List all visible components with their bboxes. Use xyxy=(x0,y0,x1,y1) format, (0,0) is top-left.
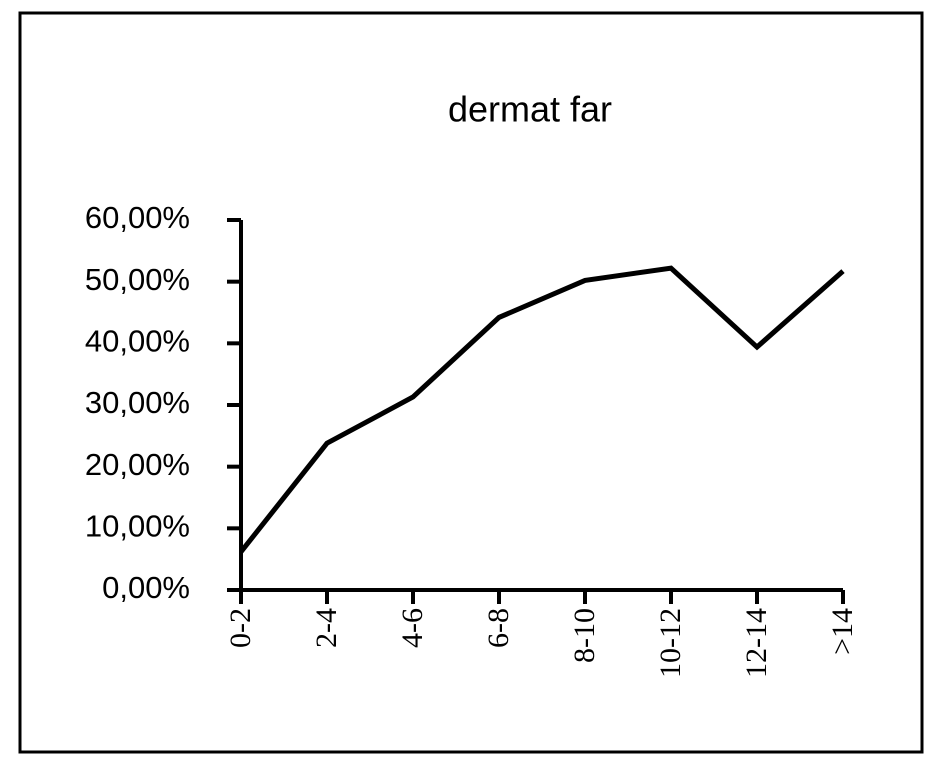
x-tick-label: 0-2 xyxy=(224,608,257,648)
x-tick-label: 4-6 xyxy=(396,608,429,648)
y-tick-label: 30,00% xyxy=(85,385,190,420)
line xyxy=(239,265,845,554)
y-tick-label: 60,00% xyxy=(85,200,190,235)
x-tick-label: 6-8 xyxy=(482,608,515,648)
x-tick-label: 8-10 xyxy=(568,608,601,663)
chart-title: dermat far xyxy=(448,89,612,130)
x-tick-label: 2-4 xyxy=(310,608,343,648)
y-tick-label: 20,00% xyxy=(85,447,190,482)
x-tick-label: 12-14 xyxy=(740,608,773,678)
y-tick-label: 0,00% xyxy=(102,570,190,605)
y-tick-label: 40,00% xyxy=(85,324,190,359)
x-tick-label: >14 xyxy=(826,608,859,655)
y-tick-label: 50,00% xyxy=(85,262,190,297)
x-tick-label: 10-12 xyxy=(654,608,687,678)
y-tick-label: 10,00% xyxy=(85,509,190,544)
chart-frame xyxy=(18,11,924,754)
